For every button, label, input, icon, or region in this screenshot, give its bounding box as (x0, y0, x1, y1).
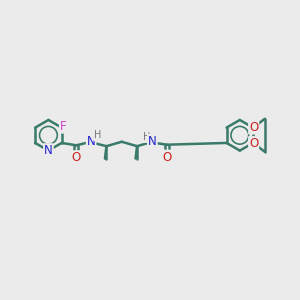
Text: O: O (72, 151, 81, 164)
Text: N: N (44, 144, 53, 157)
Text: O: O (249, 137, 258, 150)
Text: F: F (60, 120, 67, 133)
Text: N: N (148, 135, 157, 148)
Text: H: H (94, 130, 101, 140)
Text: N: N (87, 135, 95, 148)
Text: O: O (163, 151, 172, 164)
Text: H: H (143, 132, 151, 142)
Text: O: O (249, 121, 258, 134)
